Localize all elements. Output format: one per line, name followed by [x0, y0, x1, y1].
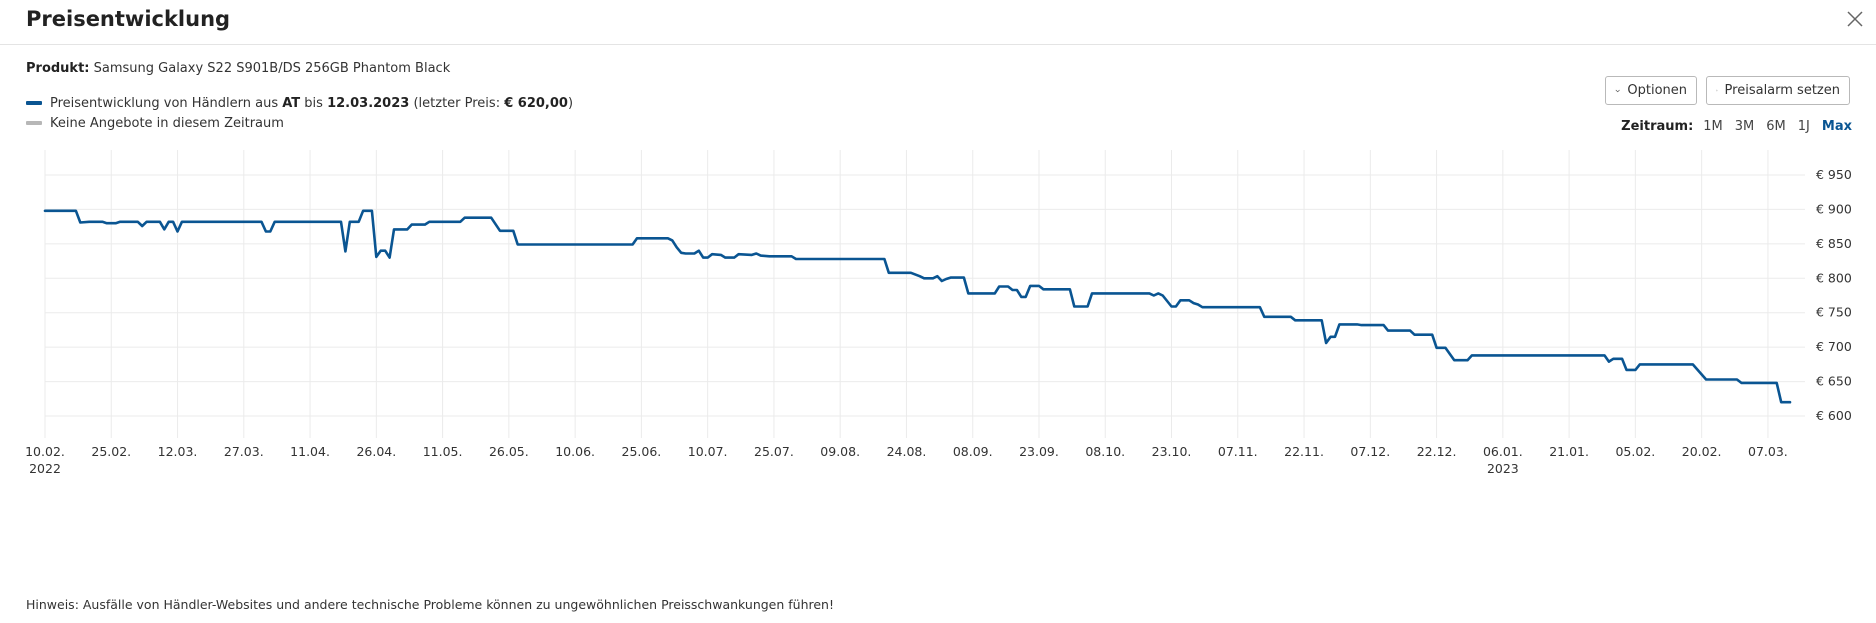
- time-range-max[interactable]: Max: [1821, 119, 1852, 134]
- x-tick-label: 07.11.: [1218, 444, 1258, 459]
- dialog-header: Preisentwicklung: [0, 0, 1876, 45]
- x-tick-label: 11.04.: [290, 444, 330, 459]
- time-range-1m[interactable]: 1M: [1703, 119, 1723, 134]
- series-group: [43, 209, 1792, 404]
- close-icon: [1847, 11, 1863, 27]
- legend-swatch-price: [26, 101, 42, 105]
- legend-item-price: Preisentwicklung von Händlern aus AT bis…: [26, 93, 573, 113]
- time-range-1j[interactable]: 1J: [1797, 119, 1810, 134]
- options-button[interactable]: Optionen: [1605, 76, 1697, 105]
- grid-vertical: [44, 150, 1769, 438]
- x-tick-label: 27.03.: [224, 444, 264, 459]
- x-axis-labels: 10.02. 25.02. 12.03. 27.03. 11.04. 26.04. 11.0…: [25, 444, 1788, 476]
- price-alarm-button[interactable]: Preisalarm setzen: [1706, 76, 1850, 105]
- y-tick-label: € 750: [1816, 305, 1852, 320]
- price-alarm-label: Preisalarm setzen: [1724, 83, 1840, 98]
- x-tick-label: 26.04.: [356, 444, 396, 459]
- x-tick-label: 23.09.: [1019, 444, 1059, 459]
- x-tick-label: 10.06.: [555, 444, 595, 459]
- time-range-label: Zeitraum:: [1621, 119, 1694, 134]
- x-tick-label: 05.02.: [1615, 444, 1655, 459]
- y-tick-label: € 850: [1816, 236, 1852, 251]
- x-tick-label: 08.10.: [1085, 444, 1125, 459]
- y-tick-label: € 800: [1816, 270, 1852, 285]
- time-range-6m[interactable]: 6M: [1766, 119, 1786, 134]
- x-year-label: 2023: [1487, 461, 1519, 476]
- x-tick-label: 10.02.: [25, 444, 65, 459]
- x-tick-label: 09.08.: [820, 444, 860, 459]
- x-tick-label: 22.12.: [1417, 444, 1457, 459]
- x-tick-label: 26.05.: [489, 444, 529, 459]
- x-tick-label: 25.06.: [622, 444, 662, 459]
- product-info: Produkt: Samsung Galaxy S22 S901B/DS 256…: [26, 61, 450, 76]
- x-tick-label: 07.03.: [1748, 444, 1788, 459]
- x-tick-label: 06.01.: [1483, 444, 1523, 459]
- x-tick-label: 21.01.: [1549, 444, 1589, 459]
- y-axis-labels: € 600 € 650 € 700 € 750 € 800 € 850 € 900 € 950: [1816, 167, 1852, 423]
- y-tick-label: € 900: [1816, 201, 1852, 216]
- x-tick-label: 07.12.: [1350, 444, 1390, 459]
- time-range-selector: Zeitraum: 1M 3M 6M 1J Max: [1621, 119, 1852, 134]
- x-tick-label: 25.07.: [754, 444, 794, 459]
- y-tick-label: € 700: [1816, 339, 1852, 354]
- legend-swatch-no-offers: [26, 121, 42, 125]
- y-tick-label: € 650: [1816, 374, 1852, 389]
- x-tick-label: 20.02.: [1682, 444, 1722, 459]
- x-year-label: 2022: [29, 461, 61, 476]
- options-label: Optionen: [1627, 83, 1687, 98]
- y-tick-label: € 950: [1816, 167, 1852, 182]
- x-tick-label: 24.08.: [887, 444, 927, 459]
- y-tick-label: € 600: [1816, 408, 1852, 423]
- x-tick-label: 23.10.: [1152, 444, 1192, 459]
- legend-label-no-offers: Keine Angebote in diesem Zeitraum: [50, 115, 284, 131]
- x-tick-label: 10.07.: [688, 444, 728, 459]
- x-tick-label: 08.09.: [953, 444, 993, 459]
- chevron-down-icon: [1615, 89, 1620, 92]
- x-tick-label: 22.11.: [1284, 444, 1324, 459]
- bell-icon: [1716, 89, 1718, 92]
- product-name: Samsung Galaxy S22 S901B/DS 256GB Phanto…: [93, 61, 451, 76]
- legend-item-no-offers: Keine Angebote in diesem Zeitraum: [26, 113, 573, 133]
- x-tick-label: 11.05.: [423, 444, 463, 459]
- close-button[interactable]: [1844, 8, 1866, 30]
- x-tick-label: 12.03.: [158, 444, 198, 459]
- dialog-title: Preisentwicklung: [26, 7, 231, 31]
- time-range-3m[interactable]: 3M: [1734, 119, 1755, 134]
- product-label: Produkt:: [26, 61, 90, 76]
- legend-label-price: Preisentwicklung von Händlern aus AT bis…: [50, 95, 574, 111]
- x-tick-label: 25.02.: [91, 444, 131, 459]
- price-series-line: [43, 209, 1792, 404]
- hint-text: Hinweis: Ausfälle von Händler-Websites u…: [26, 597, 834, 612]
- chart-legend: Preisentwicklung von Händlern aus AT bis…: [26, 93, 573, 133]
- grid-horizontal: [45, 174, 1805, 417]
- price-chart: € 600 € 650 € 700 € 750 € 800 € 850 € 900 € 950…: [25, 150, 1852, 476]
